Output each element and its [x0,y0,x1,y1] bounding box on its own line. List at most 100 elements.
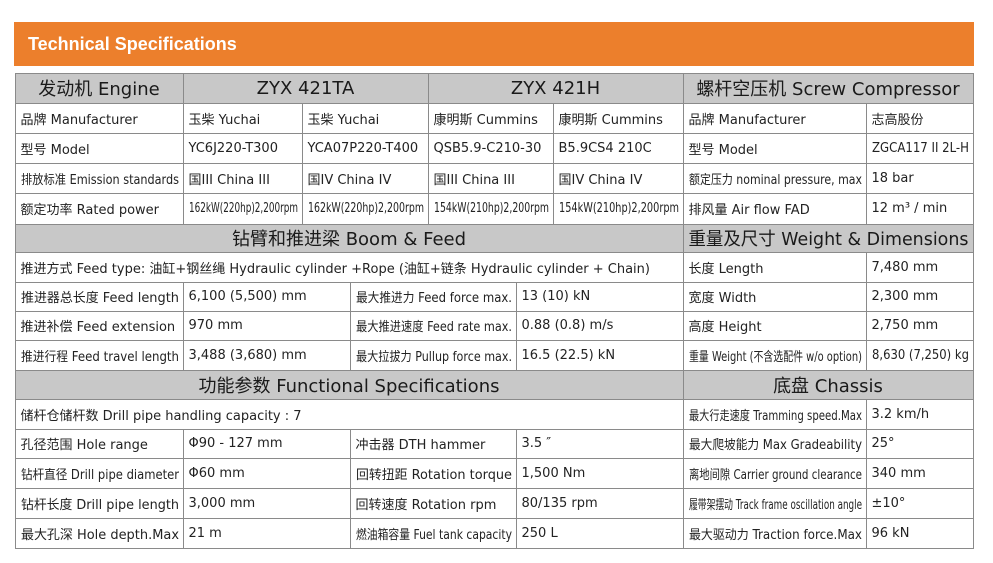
row-value: 国III China III [427,162,554,194]
cell-text: 推进器总长度 Feed length [20,291,179,306]
row-label: 推进补偿 Feed extension [14,310,184,341]
cell-text: 孔径范围 Hole range [20,438,148,453]
row-label: 最大推进速度 Feed rate max. [349,310,517,341]
cell-text: 钻杆直径 Drill pipe diameter [20,467,179,483]
cell-text: 16.5 (22.5) kN [521,347,616,363]
cell-text: 燃油箱容量 Fuel tank capacity [355,527,512,543]
row-value: 21 m [182,517,351,549]
row-label: 品牌 Manufacturer [14,102,184,134]
row-value: Φ90 - 127 mm [182,428,351,459]
cell-text: 储杆仓储杆数 Drill pipe handling capacity : 7 [20,408,302,424]
cell-text: 康明斯 Cummins [433,112,538,128]
cell-text: 推进补偿 Feed extension [20,320,176,335]
cell-text: 最大爬坡能力 Max Gradeability [688,438,862,453]
row-value: 340 mm [865,457,974,489]
cell-text: 8,630 (7,250) kg [871,347,969,363]
cell-text: 6,100 (5,500) mm [188,289,307,304]
cell-text: 回转速度 Rotation rpm [355,497,497,513]
cell-text: 回转扭距 Rotation torque [355,467,512,483]
row-value: 3.5 ″ [515,428,684,459]
row-label: 冲击器 DTH hammer [349,428,517,459]
cell-text: 功能参数 Functional Specifications [198,375,500,397]
row-value: 国IV China IV [301,162,429,194]
cell-text: 品牌 Manufacturer [688,112,806,128]
cell-text: 1,500 Nm [521,465,586,481]
row-label: 最大爬坡能力 Max Gradeability [682,428,867,459]
cell-text: 340 mm [871,465,926,481]
row-label: 燃油箱容量 Fuel tank capacity [349,517,517,549]
row-label: 推进方式 Feed type: 油缸+钢丝绳 Hydraulic cylinde… [14,251,684,283]
cell-text: QSB5.9-C210-30 [433,140,542,156]
cell-text: 3.5 ″ [521,436,552,451]
cell-text: Φ60 mm [188,465,245,481]
row-value: 6,100 (5,500) mm [182,281,351,312]
cell-text: 最大推进力 Feed force max. [355,291,512,306]
section-heading: 发动机 Engine [14,72,184,104]
row-label: 最大孔深 Hole depth.Max [14,517,184,549]
cell-text: 离地间隙 Carrier ground clearance [688,467,862,483]
cell-text: 3,000 mm [188,495,256,511]
row-label: 最大驱动力 Traction force.Max [682,517,867,549]
cell-text: 12 m³ / min [871,201,948,216]
cell-text: 玉柴 Yuchai [188,112,261,128]
cell-text: 154kW(210hp)2,200rpm [433,201,549,216]
cell-text: 250 L [521,525,558,541]
row-label: 品牌 Manufacturer [682,102,867,134]
cell-text: 推进行程 Feed travel length [20,349,179,365]
row-value: 154kW(210hp)2,200rpm [427,192,554,225]
row-label: 最大推进力 Feed force max. [349,281,517,312]
row-value: 1,500 Nm [515,457,684,489]
row-value: 154kW(210hp)2,200rpm [552,192,684,225]
row-value: 25° [865,428,974,459]
cell-text: 志高股份 [871,112,924,128]
row-label: 最大拉拔力 Pullup force max. [349,339,517,371]
row-value: 2,300 mm [865,281,974,312]
row-label: 离地间隙 Carrier ground clearance [682,457,867,489]
cell-text: 18 bar [871,170,914,186]
cell-text: 13 (10) kN [521,289,591,304]
row-label: 长度 Length [682,251,867,283]
cell-text: 最大行走速度 Tramming speed.Max [688,408,862,424]
row-label: 钻杆直径 Drill pipe diameter [14,457,184,489]
cell-text: YCA07P220-T400 [307,140,419,156]
row-label: 排风量 Air flow FAD [682,192,867,225]
cell-text: 最大孔深 Hole depth.Max [20,527,179,543]
row-value: 12 m³ / min [865,192,974,225]
cell-text: 型号 Model [688,142,758,158]
cell-text: 0.88 (0.8) m/s [521,318,614,333]
model-heading: ZYX 421TA [182,72,429,104]
row-value: 96 kN [865,517,974,549]
cell-text: 康明斯 Cummins [558,112,663,128]
section-heading: 螺杆空压机 Screw Compressor [682,72,974,104]
cell-text: 最大拉拔力 Pullup force max. [355,349,512,365]
row-label: 排放标准 Emission standards [14,162,184,194]
cell-text: 96 kN [871,525,910,541]
row-label: 宽度 Width [682,281,867,312]
row-label: 回转速度 Rotation rpm [349,487,517,519]
row-value: 志高股份 [865,102,974,134]
row-value: 康明斯 Cummins [427,102,554,134]
row-value: 3,000 mm [182,487,351,519]
row-value: 18 bar [865,162,974,194]
cell-text: 970 mm [188,318,243,333]
row-label: 推进器总长度 Feed length [14,281,184,312]
row-label: 孔径范围 Hole range [14,428,184,459]
row-value: 162kW(220hp)2,200rpm [182,192,303,225]
cell-text: 国III China III [188,172,270,188]
cell-text: 排放标准 Emission standards [20,172,179,188]
row-value: 玉柴 Yuchai [301,102,429,134]
row-label: 高度 Height [682,310,867,341]
cell-text: 推进方式 Feed type: 油缸+钢丝绳 Hydraulic cylinde… [20,261,650,277]
banner-title: Technical Specifications [14,22,974,66]
cell-text: 3.2 km/h [871,406,930,422]
row-value: 8,630 (7,250) kg [865,339,974,371]
cell-text: B5.9CS4 210C [558,140,652,156]
cell-text: 冲击器 DTH hammer [355,438,486,453]
cell-text: 国III China III [433,172,515,188]
cell-text: 国IV China IV [307,172,392,188]
cell-text: 25° [871,436,895,451]
row-value: 2,750 mm [865,310,974,341]
row-label: 额定功率 Rated power [14,192,184,225]
model-heading: ZYX 421H [427,72,684,104]
